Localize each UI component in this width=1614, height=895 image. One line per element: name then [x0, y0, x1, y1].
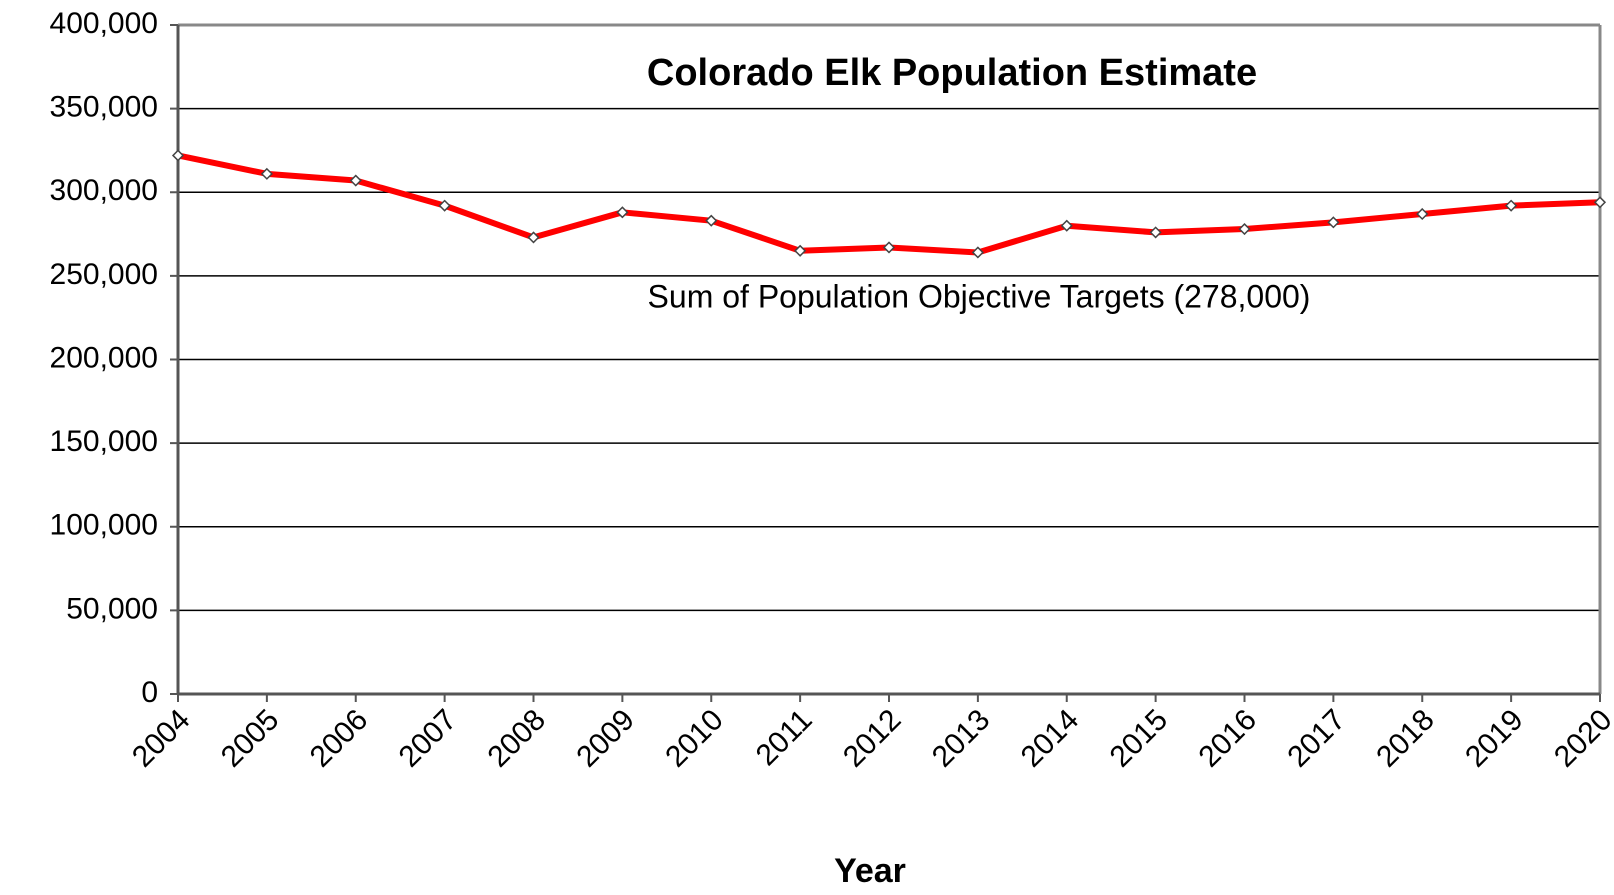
- data-point: [1416, 207, 1429, 221]
- data-point: [438, 199, 451, 212]
- y-tick-label: 150,000: [50, 425, 158, 458]
- data-point: [171, 149, 185, 162]
- data-point: [1327, 216, 1340, 229]
- data-point: [1593, 196, 1607, 209]
- y-tick-label: 0: [141, 676, 158, 709]
- data-point: [527, 231, 540, 244]
- data-point: [794, 244, 807, 257]
- y-tick-label: 250,000: [50, 258, 158, 291]
- annotation: Sum of Population Objective Targets (278…: [648, 278, 1311, 314]
- data-point: [882, 241, 896, 254]
- data-point: [260, 167, 273, 180]
- y-tick-label: 400,000: [50, 7, 158, 40]
- chart-title: Colorado Elk Population Estimate: [647, 52, 1257, 94]
- data-point: [1149, 226, 1162, 239]
- data-point: [1060, 219, 1073, 232]
- x-axis-title: Year: [834, 852, 906, 890]
- data-point: [971, 246, 984, 259]
- y-tick-label: 50,000: [66, 592, 158, 625]
- data-point: [616, 206, 629, 219]
- marks: [171, 149, 1607, 259]
- y-tick-label: 350,000: [50, 91, 158, 124]
- data-point: [1238, 222, 1251, 236]
- y-tick-label: 100,000: [50, 509, 158, 542]
- data-point: [1505, 199, 1518, 212]
- data-point: [705, 214, 718, 227]
- data-point: [349, 174, 362, 187]
- y-tick-label: 200,000: [50, 341, 158, 374]
- y-tick-label: 300,000: [50, 174, 158, 207]
